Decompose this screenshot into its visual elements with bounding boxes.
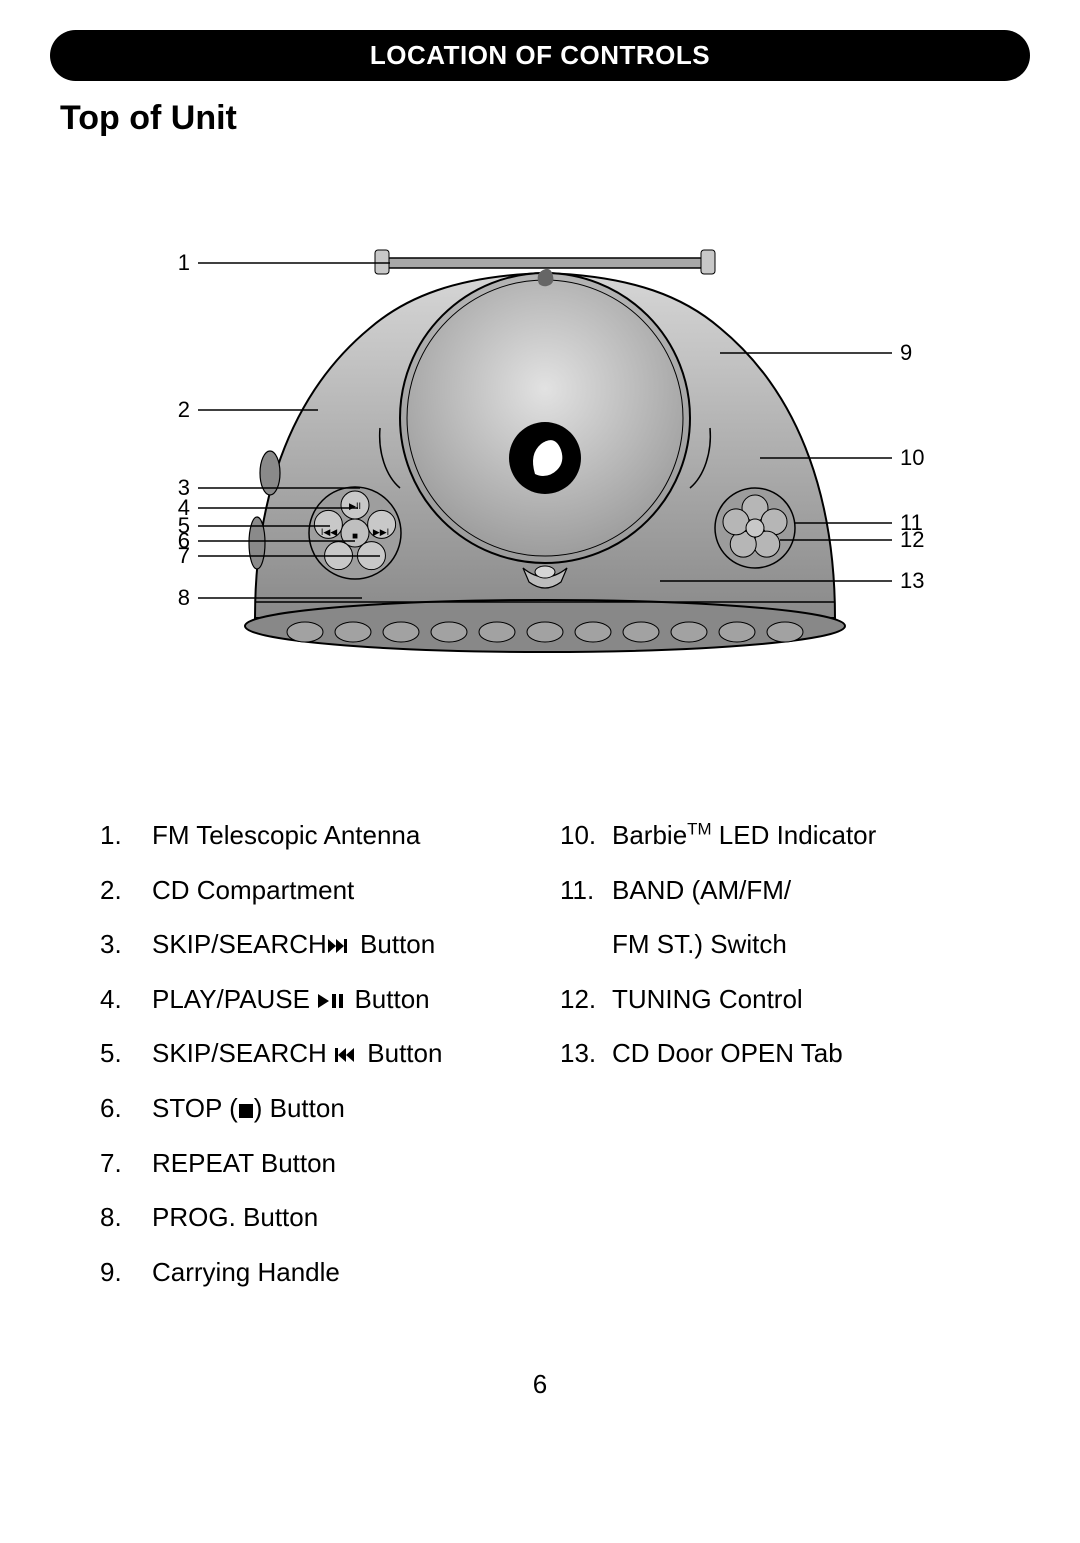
legend-text: SKIP/SEARCH Button (152, 1026, 520, 1081)
svg-text:13: 13 (900, 568, 924, 593)
legend-num: 5. (100, 1026, 152, 1081)
legend-text: CD Door OPEN Tab (612, 1026, 980, 1081)
legend-item: 2.CD Compartment (100, 863, 520, 918)
legend-num: 12. (560, 972, 612, 1027)
svg-text:2: 2 (178, 397, 190, 422)
legend-num: 9. (100, 1245, 152, 1300)
legend-num: 2. (100, 863, 152, 918)
page-number: 6 (50, 1369, 1030, 1400)
subtitle: Top of Unit (60, 99, 1030, 138)
legend-num: 1. (100, 808, 152, 863)
legend-item: 5.SKIP/SEARCH Button (100, 1026, 520, 1081)
svg-text:10: 10 (900, 445, 924, 470)
svg-text:9: 9 (900, 340, 912, 365)
legend-text: FM Telescopic Antenna (152, 808, 520, 863)
legend-text: BAND (AM/FM/FM ST.) Switch (612, 863, 980, 972)
legend-text: REPEAT Button (152, 1136, 520, 1191)
legend-num: 8. (100, 1190, 152, 1245)
legend-text: STOP () Button (152, 1081, 520, 1136)
controls-legend: 1.FM Telescopic Antenna2.CD Compartment3… (50, 808, 1030, 1299)
svg-text:I◀◀: I◀◀ (321, 527, 337, 537)
legend-num: 7. (100, 1136, 152, 1191)
legend-item: 9.Carrying Handle (100, 1245, 520, 1300)
legend-item: 6.STOP () Button (100, 1081, 520, 1136)
section-header: LOCATION OF CONTROLS (50, 30, 1030, 81)
legend-num: 11. (560, 863, 612, 972)
legend-item: 3.SKIP/SEARCH Button (100, 917, 520, 972)
legend-text: CD Compartment (152, 863, 520, 918)
legend-col-right: 10.BarbieTM LED Indicator11.BAND (AM/FM/… (560, 808, 980, 1299)
legend-num: 6. (100, 1081, 152, 1136)
legend-item: 7.REPEAT Button (100, 1136, 520, 1191)
legend-text: TUNING Control (612, 972, 980, 1027)
legend-item: 8.PROG. Button (100, 1190, 520, 1245)
legend-num: 13. (560, 1026, 612, 1081)
legend-item: 10.BarbieTM LED Indicator (560, 808, 980, 863)
legend-num: 3. (100, 917, 152, 972)
legend-text: BarbieTM LED Indicator (612, 808, 980, 863)
svg-text:8: 8 (178, 585, 190, 610)
legend-num: 10. (560, 808, 612, 863)
legend-item: 4.PLAY/PAUSE Button (100, 972, 520, 1027)
svg-text:1: 1 (178, 250, 190, 275)
device-diagram: ▶III◀◀▶▶I■12345678910111213 (100, 188, 980, 668)
legend-text: Carrying Handle (152, 1245, 520, 1300)
legend-col-left: 1.FM Telescopic Antenna2.CD Compartment3… (100, 808, 520, 1299)
svg-text:7: 7 (178, 543, 190, 568)
diagram: ▶III◀◀▶▶I■12345678910111213 (50, 188, 1030, 668)
legend-text: PROG. Button (152, 1190, 520, 1245)
legend-item: 12.TUNING Control (560, 972, 980, 1027)
svg-text:▶▶I: ▶▶I (373, 527, 389, 537)
legend-item: 1.FM Telescopic Antenna (100, 808, 520, 863)
legend-text: PLAY/PAUSE Button (152, 972, 520, 1027)
legend-item: 11.BAND (AM/FM/FM ST.) Switch (560, 863, 980, 972)
svg-text:12: 12 (900, 527, 924, 552)
svg-text:▶II: ▶II (349, 501, 361, 511)
legend-item: 13.CD Door OPEN Tab (560, 1026, 980, 1081)
legend-text: SKIP/SEARCH Button (152, 917, 520, 972)
legend-num: 4. (100, 972, 152, 1027)
